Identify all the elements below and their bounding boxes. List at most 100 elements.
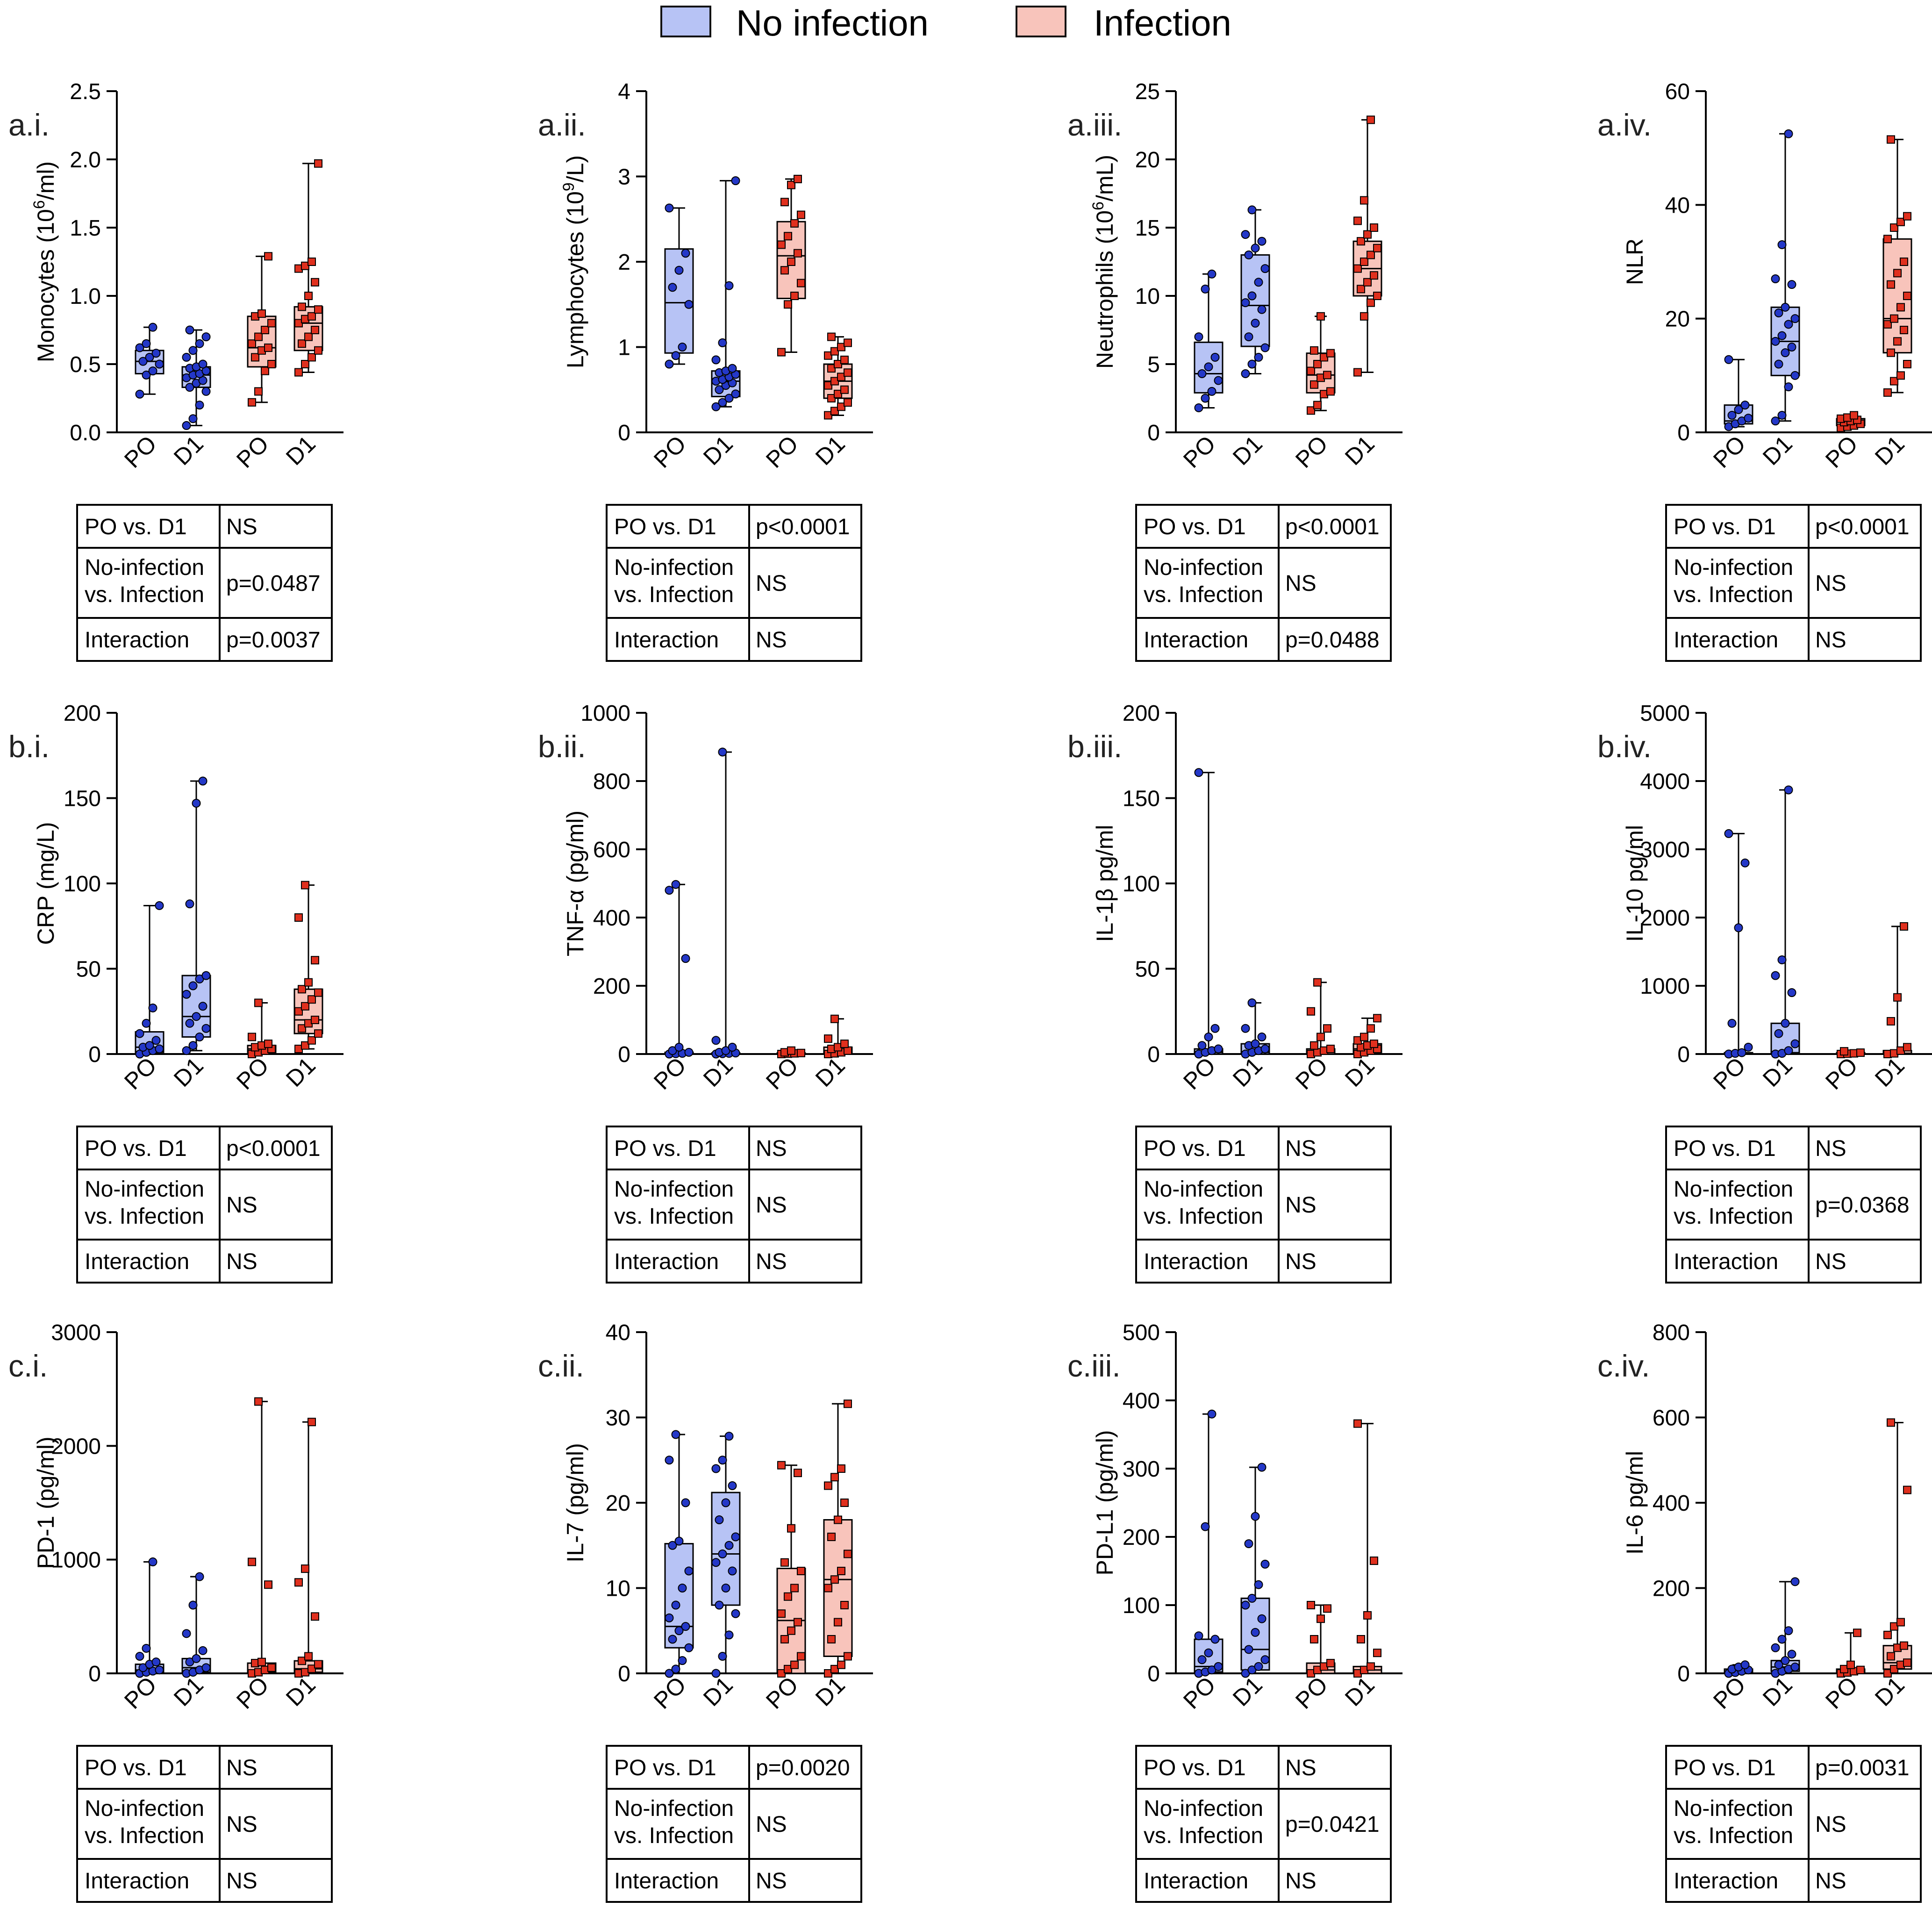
y-tick-label: 0 <box>1677 1042 1690 1067</box>
data-point <box>1201 394 1210 403</box>
x-tick-label: D1 <box>169 430 208 470</box>
stats-value: NS <box>1285 1249 1317 1274</box>
data-point <box>830 377 839 386</box>
data-point <box>195 401 204 410</box>
data-point <box>311 1612 319 1621</box>
data-point <box>188 981 198 990</box>
data-point <box>1724 355 1733 364</box>
data-point <box>294 368 303 377</box>
stats-value: NS <box>756 571 787 596</box>
x-tick-label: D1 <box>281 1052 321 1092</box>
data-point <box>777 1609 786 1618</box>
data-point <box>1777 240 1787 249</box>
data-point <box>151 1036 161 1045</box>
y-tick-label: 2000 <box>1640 906 1690 931</box>
y-tick-label: 0 <box>88 1662 101 1686</box>
panel-label: a.iii. <box>1067 108 1122 142</box>
stats-table-border <box>606 1745 862 1903</box>
data-point <box>671 1430 680 1439</box>
data-point <box>1850 411 1858 420</box>
stats-row-label: Interaction <box>614 1249 719 1274</box>
data-point <box>1353 368 1362 377</box>
data-point <box>678 1584 687 1592</box>
stats-row-label: No-infection <box>85 555 204 580</box>
data-point <box>665 1669 674 1678</box>
x-tick-label: PO <box>231 1671 274 1714</box>
box-no-infection-po <box>1724 829 1753 1059</box>
data-point <box>837 1464 845 1473</box>
data-point <box>824 411 832 420</box>
data-point <box>668 1635 677 1644</box>
data-point <box>1307 1007 1315 1016</box>
data-point <box>314 988 322 997</box>
box-no-infection-d1 <box>711 176 741 411</box>
data-point <box>182 990 191 999</box>
data-point <box>188 1041 198 1050</box>
data-point <box>1903 1658 1911 1667</box>
box-no-infection-po <box>1724 355 1753 431</box>
panel-label: a.i. <box>8 108 50 142</box>
x-tick-label: PO <box>1820 1052 1863 1095</box>
data-point <box>1247 291 1257 301</box>
data-point <box>155 901 164 910</box>
stats-row-label: No-infection <box>1674 555 1793 580</box>
data-point <box>1887 135 1895 144</box>
y-tick-label: 0 <box>618 421 630 445</box>
data-point <box>198 359 208 369</box>
data-point <box>248 398 256 407</box>
data-point <box>1357 237 1365 246</box>
stats-table-border <box>1665 1126 1922 1284</box>
stats-value: p=0.0037 <box>226 628 321 653</box>
data-point <box>1251 1512 1260 1521</box>
data-point <box>1887 1017 1895 1026</box>
data-point <box>308 1664 316 1673</box>
x-tick-label: D1 <box>698 1671 738 1711</box>
legend: No infection Infection <box>660 2 1231 43</box>
stats-row-label: vs. Infection <box>1674 1204 1793 1229</box>
x-tick-label: PO <box>649 430 691 473</box>
data-point <box>1244 1539 1253 1549</box>
panel-label: a.ii. <box>538 108 586 142</box>
x-tick-label: PO <box>761 1052 803 1095</box>
stats-value: NS <box>1815 571 1846 596</box>
box-infection-po <box>1306 978 1336 1058</box>
x-tick-label: PO <box>1290 1052 1333 1095</box>
x-tick-label: PO <box>231 1052 274 1095</box>
box-no-infection-po <box>664 880 694 1059</box>
data-point <box>780 1558 789 1567</box>
y-tick-label: 0 <box>618 1042 630 1067</box>
data-point <box>188 1600 198 1610</box>
data-point <box>1790 314 1800 323</box>
data-point <box>1207 269 1216 279</box>
data-point <box>1257 1463 1267 1472</box>
data-point <box>1353 264 1362 273</box>
data-point <box>797 279 805 287</box>
data-point <box>1890 377 1898 386</box>
stats-value: NS <box>1815 1249 1846 1274</box>
x-tick-label: PO <box>231 430 274 473</box>
data-point <box>308 995 316 1004</box>
data-point <box>1781 348 1790 358</box>
data-point <box>1307 366 1315 375</box>
box-infection-d1 <box>1882 1418 1912 1678</box>
data-point <box>1883 388 1892 397</box>
y-tick-label: 3 <box>618 165 630 190</box>
box-no-infection-d1 <box>1240 998 1270 1059</box>
data-point <box>834 360 842 368</box>
stats-row-label: No-infection <box>614 555 734 580</box>
data-point <box>1771 971 1780 980</box>
data-point <box>1370 271 1378 280</box>
data-point <box>830 1014 839 1023</box>
data-point <box>185 383 194 392</box>
data-point <box>784 300 792 309</box>
data-point <box>298 302 306 311</box>
data-point <box>294 1007 303 1016</box>
data-point <box>827 394 836 402</box>
box-infection-d1 <box>1882 922 1912 1058</box>
data-point <box>135 1652 144 1661</box>
data-point <box>1903 212 1911 221</box>
data-point <box>145 352 154 362</box>
